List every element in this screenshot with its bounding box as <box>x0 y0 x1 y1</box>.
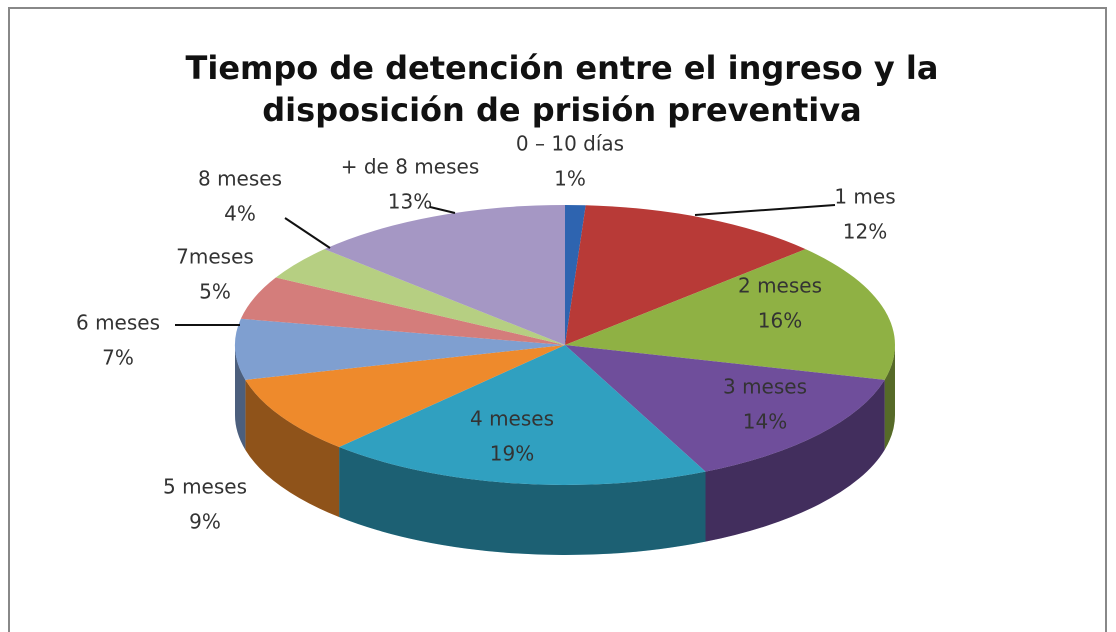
value-label: 12% <box>843 220 887 244</box>
slice-side <box>245 379 340 518</box>
side-shade <box>245 379 340 518</box>
slice <box>234 318 565 380</box>
category-label: 2 meses <box>738 274 822 298</box>
chart-title: disposición de prisión preventiva <box>262 91 861 129</box>
slice <box>565 345 885 472</box>
category-label: 4 meses <box>470 407 554 431</box>
slice <box>565 249 895 380</box>
slice <box>245 345 565 448</box>
slice-side <box>705 379 885 542</box>
slice <box>275 249 565 345</box>
side-shade <box>339 447 706 555</box>
category-label: 3 meses <box>723 375 807 399</box>
value-label: 4% <box>224 202 256 226</box>
slice <box>339 345 706 485</box>
slice <box>565 205 806 345</box>
slice <box>565 205 586 345</box>
category-label: 6 meses <box>76 311 160 335</box>
category-label: 8 meses <box>198 167 282 191</box>
category-label: + de 8 meses <box>341 155 480 179</box>
value-label: 5% <box>199 280 231 304</box>
value-label: 9% <box>189 510 221 534</box>
chart-title: Tiempo de detención entre el ingreso y l… <box>186 49 939 87</box>
slice-side <box>884 345 895 450</box>
value-label: 1% <box>554 167 586 191</box>
value-label: 14% <box>743 410 787 434</box>
leader-line <box>694 204 836 216</box>
slice <box>324 205 565 345</box>
value-label: 19% <box>490 442 534 466</box>
category-label: 5 meses <box>163 475 247 499</box>
leader-line <box>284 217 331 249</box>
value-label: 13% <box>388 190 432 214</box>
slice <box>240 277 565 345</box>
side-shade <box>235 345 246 450</box>
side-shade <box>884 345 895 450</box>
value-label: 16% <box>758 309 802 333</box>
slice-side <box>339 447 706 555</box>
category-label: 0 – 10 días <box>516 132 624 156</box>
category-label: 1 mes <box>834 185 895 209</box>
value-label: 7% <box>102 346 134 370</box>
slice-side <box>235 345 246 450</box>
side-shade <box>705 379 885 542</box>
category-label: 7meses <box>176 245 254 269</box>
leader-line <box>429 206 456 214</box>
